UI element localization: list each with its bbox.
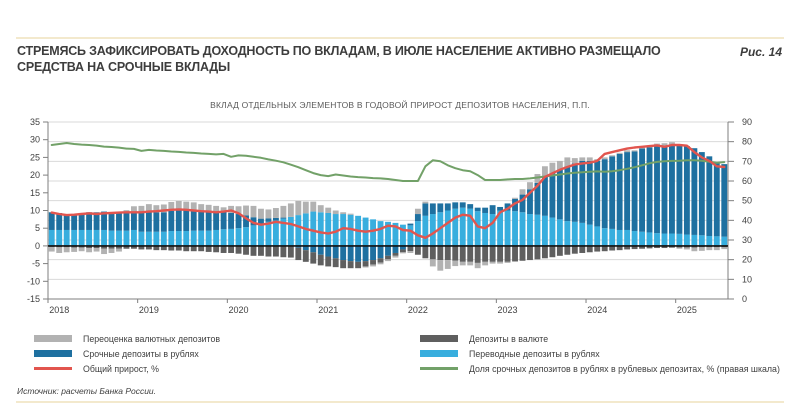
svg-text:10: 10: [742, 274, 752, 284]
legend-label: Переводные депозиты в рублях: [469, 348, 600, 359]
svg-text:15: 15: [30, 188, 40, 198]
legend-item-total-growth: Общий прирост, %: [34, 361, 404, 376]
svg-text:2025: 2025: [677, 305, 697, 315]
svg-text:2020: 2020: [229, 305, 249, 315]
svg-text:2024: 2024: [587, 305, 607, 315]
top-divider: [16, 37, 784, 39]
svg-text:35: 35: [30, 117, 40, 127]
legend-label: Депозиты в валюте: [469, 333, 549, 344]
ruble-transferable-deposits-swatch: [420, 350, 458, 357]
svg-text:40: 40: [742, 215, 752, 225]
svg-text:10: 10: [30, 206, 40, 216]
svg-text:-10: -10: [27, 276, 40, 286]
svg-text:70: 70: [742, 156, 752, 166]
svg-text:90: 90: [742, 117, 752, 127]
legend-item-revaluation-fx-deposits: Переоценка валютных депозитов: [34, 331, 404, 346]
svg-text:2018: 2018: [49, 305, 69, 315]
svg-text:20: 20: [742, 255, 752, 265]
legend-item-ruble-time-deposits: Срочные депозиты в рублях: [34, 346, 404, 361]
fx-deposits-swatch: [420, 335, 458, 342]
svg-text:80: 80: [742, 137, 752, 147]
legend-label: Общий прирост, %: [83, 363, 159, 374]
figure-number: Рис. 14: [739, 45, 782, 59]
time-deposit-share-line-swatch: [420, 367, 458, 370]
svg-text:2019: 2019: [139, 305, 159, 315]
revaluation-fx-deposits-swatch: [34, 335, 72, 342]
svg-text:2021: 2021: [318, 305, 338, 315]
svg-text:2022: 2022: [408, 305, 428, 315]
legend-label: Переоценка валютных депозитов: [83, 333, 221, 344]
svg-text:30: 30: [30, 135, 40, 145]
chart-title: ВКЛАД ОТДЕЛЬНЫХ ЭЛЕМЕНТОВ В ГОДОВОЙ ПРИР…: [210, 100, 590, 110]
svg-text:5: 5: [35, 223, 40, 233]
bottom-divider: [16, 401, 784, 403]
source-note: Источник: расчеты Банка России.: [17, 386, 157, 396]
legend-item-time-deposit-share: Доля срочных депозитов в рублях в рублев…: [420, 361, 780, 376]
svg-text:50: 50: [742, 196, 752, 206]
ruble-time-deposits-swatch: [34, 350, 72, 357]
svg-text:-15: -15: [27, 294, 40, 304]
svg-text:0: 0: [742, 294, 747, 304]
figure-headline: СТРЕМЯСЬ ЗАФИКСИРОВАТЬ ДОХОДНОСТЬ ПО ВКЛ…: [17, 44, 661, 74]
legend-label: Доля срочных депозитов в рублях в рублев…: [469, 363, 780, 374]
svg-text:25: 25: [30, 152, 40, 162]
legend-item-fx-deposits: Депозиты в валюте: [420, 331, 780, 346]
total-growth-line-swatch: [34, 367, 72, 370]
svg-text:0: 0: [35, 241, 40, 251]
legend-label: Срочные депозиты в рублях: [83, 348, 199, 359]
svg-text:2023: 2023: [498, 305, 518, 315]
svg-text:-5: -5: [32, 259, 40, 269]
svg-text:30: 30: [742, 235, 752, 245]
legend-item-ruble-transferable-deposits: Переводные депозиты в рублях: [420, 346, 780, 361]
svg-text:60: 60: [742, 176, 752, 186]
svg-text:20: 20: [30, 170, 40, 180]
